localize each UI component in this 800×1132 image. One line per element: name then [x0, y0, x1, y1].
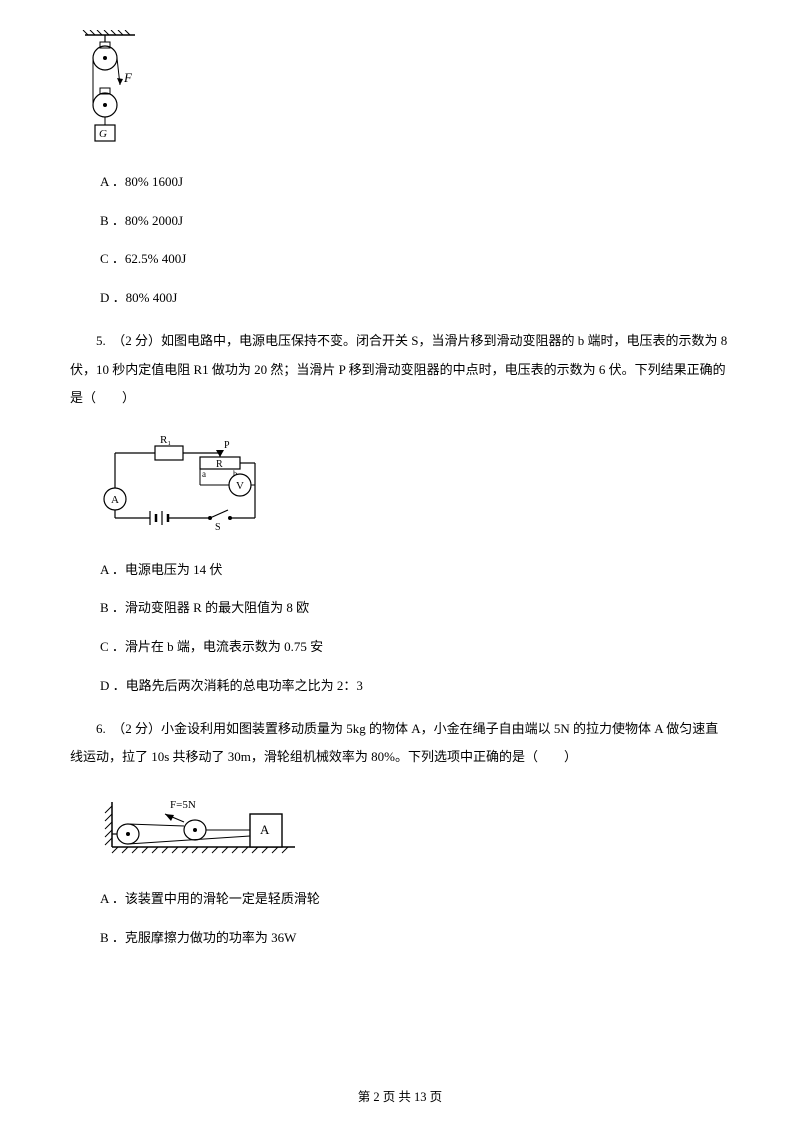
svg-text:G: G [99, 128, 107, 140]
q5-option-b: B ．滑动变阻器 R 的最大阻值为 8 欧 [100, 598, 730, 619]
q5-option-c: C ．滑片在 b 端，电流表示数为 0.75 安 [100, 637, 730, 658]
svg-text:R: R [216, 459, 223, 470]
pulley-svg: F G [80, 30, 150, 145]
svg-text:F: F [123, 70, 133, 85]
horizontal-pulley-svg: F=5N A [100, 792, 300, 862]
svg-text:R₁: R₁ [160, 434, 171, 446]
q4-option-d: D ．80% 400J [100, 288, 730, 309]
figure-circuit-diagram: R₁ P a R b V A S [100, 433, 730, 540]
q6-option-b: B ．克服摩擦力做功的功率为 36W [100, 928, 730, 949]
figure-horizontal-diagram: F=5N A [100, 792, 730, 869]
q5-option-a: A ．电源电压为 14 伏 [100, 560, 730, 581]
q5-option-d: D ．电路先后两次消耗的总电功率之比为 2：3 [100, 676, 730, 697]
figure-pulley-diagram: F G [80, 30, 730, 152]
q6-text: 6. （2 分）小金设利用如图装置移动质量为 5kg 的物体 A，小金在绳子自由… [70, 715, 730, 772]
svg-text:A: A [260, 822, 270, 837]
svg-text:S: S [215, 522, 221, 533]
svg-text:A: A [111, 494, 119, 506]
q4-option-c: C ．62.5% 400J [100, 249, 730, 270]
page-footer: 第 2 页 共 13 页 [0, 1087, 800, 1107]
q5-text: 5. （2 分）如图电路中，电源电压保持不变。闭合开关 S，当滑片移到滑动变阻器… [70, 327, 730, 413]
svg-text:F=5N: F=5N [170, 799, 196, 811]
svg-text:a: a [202, 469, 206, 479]
svg-text:P: P [224, 440, 230, 451]
circuit-svg: R₁ P a R b V A S [100, 433, 270, 533]
q6-option-a: A ．该装置中用的滑轮一定是轻质滑轮 [100, 889, 730, 910]
q4-option-a: A ．80% 1600J [100, 172, 730, 193]
q4-option-b: B ．80% 2000J [100, 211, 730, 232]
svg-text:V: V [236, 480, 244, 492]
